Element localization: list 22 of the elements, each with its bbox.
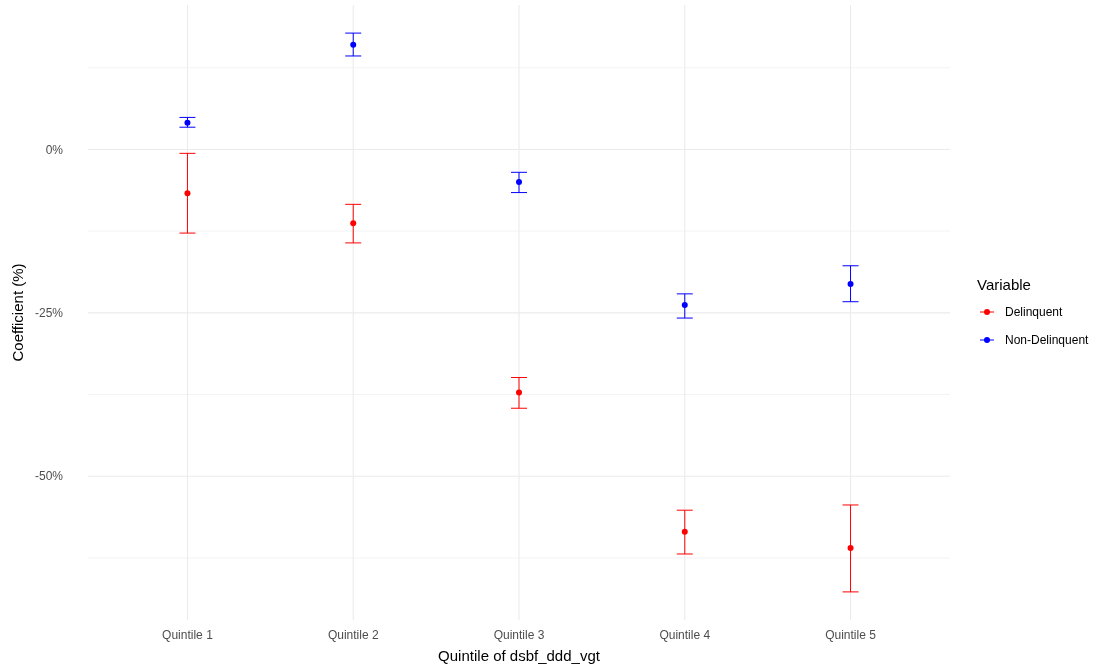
- point: [681, 528, 688, 535]
- x-tick-label: Quintile 3: [493, 628, 545, 643]
- y-tick-label: 0%: [45, 142, 64, 157]
- legend-label: Non-Delinquent: [1005, 333, 1090, 348]
- x-tick-label: Quintile 5: [825, 628, 877, 643]
- point: [681, 301, 688, 308]
- x-axis-title: Quintile of dsbf_ddd_vgt: [438, 647, 601, 664]
- legend-title: Variable: [977, 276, 1031, 293]
- point: [350, 41, 357, 48]
- point: [847, 545, 854, 552]
- x-tick-label: Quintile 4: [659, 628, 711, 643]
- x-tick-label: Quintile 2: [327, 628, 379, 643]
- legend-label: Delinquent: [1005, 305, 1064, 320]
- point: [847, 281, 854, 288]
- point: [184, 190, 191, 197]
- point: [350, 220, 357, 227]
- y-axis-title: Coefficient (%): [9, 263, 26, 362]
- y-tick-label: -50%: [34, 469, 64, 484]
- point: [516, 389, 522, 396]
- point: [516, 179, 522, 186]
- y-tick-label: -25%: [34, 306, 64, 321]
- x-tick-label: Quintile 1: [162, 628, 214, 643]
